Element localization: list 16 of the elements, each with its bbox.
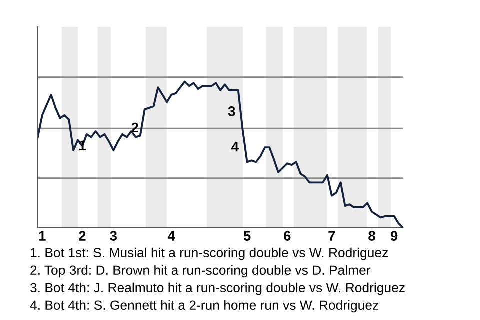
- text: 2. Top 3rd: D. Brown hit a run-scoring double vs D. Palmer: [30, 265, 371, 278]
- text: 1. Bot 1st: S. Musial hit a run-scoring double vs W. Rodriguez: [31, 248, 388, 260]
- x-tick-label: 1: [39, 231, 46, 241]
- annotation: 4: [232, 142, 239, 152]
- x-tick-label: 7: [328, 231, 336, 241]
- x-tick-label: 4: [168, 231, 176, 241]
- x-tick-label: 6: [284, 231, 291, 241]
- x-tick-label: 3: [110, 231, 118, 241]
- x-tick-label: 8: [368, 231, 376, 241]
- x-tick-label: 9: [390, 231, 398, 241]
- annotation: 2: [132, 122, 138, 133]
- text: 3. Bot 4th: J. Realmuto hit a run-scoring double vs W. Rodriguez: [30, 282, 405, 296]
- x-tick-label: 5: [244, 231, 251, 241]
- x-tick-label: 2: [79, 231, 86, 241]
- text: 4. Bot 4th: S. Gennett hit a 2-run home run vs W. Rodriguez: [30, 300, 378, 313]
- annotation: 3: [228, 106, 236, 116]
